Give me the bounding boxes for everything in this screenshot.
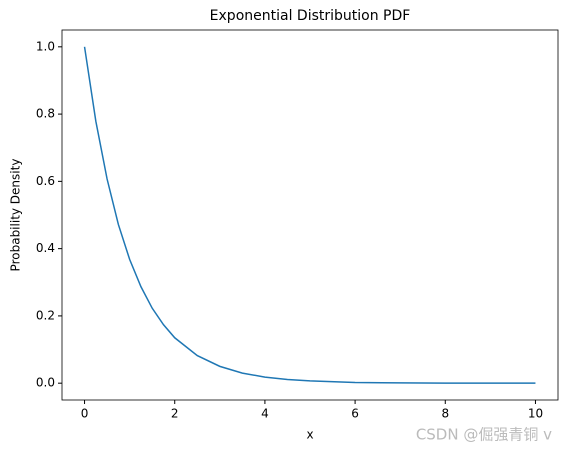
y-tick-label: 0.8 <box>36 107 55 121</box>
x-axis-label: x <box>306 428 313 442</box>
x-tick-label: 4 <box>261 407 269 421</box>
y-tick-label: 0.0 <box>36 376 55 390</box>
chart-title: Exponential Distribution PDF <box>210 8 411 24</box>
x-tick-label: 6 <box>351 407 359 421</box>
y-axis-label: Probability Density <box>9 159 23 272</box>
watermark: CSDN @倔强青铜 v <box>416 426 552 444</box>
x-tick-label: 10 <box>528 407 543 421</box>
y-tick-label: 0.2 <box>36 308 55 322</box>
y-tick-label: 0.4 <box>36 241 55 255</box>
y-tick-label: 1.0 <box>36 39 55 53</box>
axes-frame <box>61 29 559 401</box>
x-tick-label: 2 <box>171 407 179 421</box>
line-series <box>83 46 536 384</box>
y-tick-label: 0.6 <box>36 174 55 188</box>
x-tick-label: 8 <box>441 407 449 421</box>
x-tick-label: 0 <box>81 407 89 421</box>
